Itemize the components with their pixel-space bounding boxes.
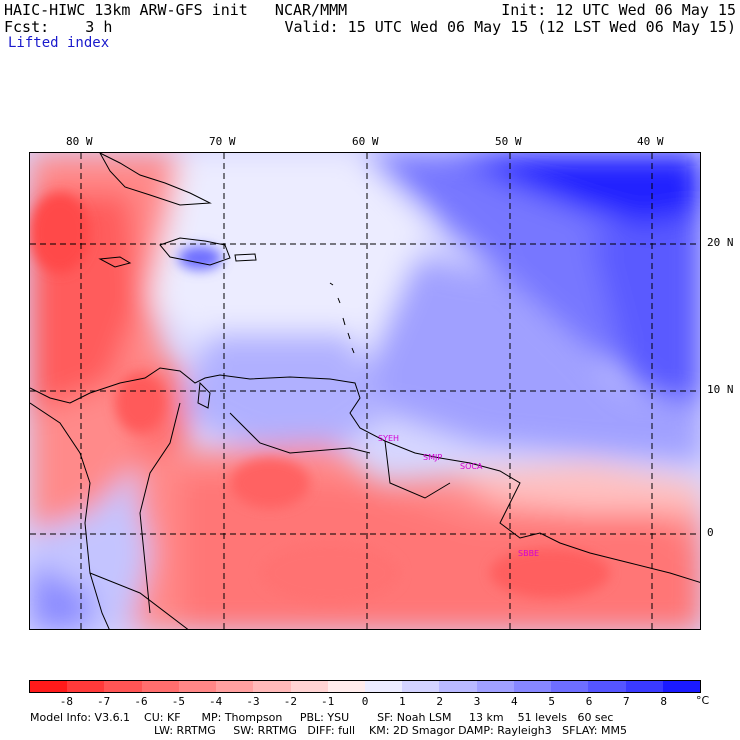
colorbar-tick-label: -6 bbox=[134, 695, 148, 708]
colorbar-segment bbox=[253, 681, 291, 692]
colorbar-tick-label: 4 bbox=[511, 695, 518, 708]
forecast-hour: Fcst: 3 h bbox=[4, 18, 113, 36]
colorbar-tick-label: 7 bbox=[623, 695, 630, 708]
colorbar-tick-label: -2 bbox=[283, 695, 297, 708]
model-info-line2: LW: RRTMG SW: RRTMG DIFF: full KM: 2D Sm… bbox=[154, 724, 627, 737]
colorbar-tick-label: 2 bbox=[436, 695, 443, 708]
map-svg: SYEH SMJP SOCA SBBE bbox=[30, 153, 700, 629]
colorbar-segment bbox=[551, 681, 589, 692]
colorbar bbox=[29, 680, 701, 693]
colorbar-segment bbox=[290, 681, 328, 692]
colorbar-segment bbox=[439, 681, 477, 692]
station-smjp: SMJP bbox=[423, 453, 442, 462]
colorbar-segment bbox=[67, 681, 105, 692]
colorbar-tick-label: 6 bbox=[585, 695, 593, 708]
lon-label-80w: 80 W bbox=[66, 135, 93, 148]
lon-label-70w: 70 W bbox=[209, 135, 236, 148]
lat-label-20n: 20 N bbox=[707, 236, 734, 249]
colorbar-segment bbox=[476, 681, 514, 692]
colorbar-tick-label: 0 bbox=[361, 695, 369, 708]
lifted-index-detail bbox=[30, 193, 610, 603]
colorbar-tick-label: -3 bbox=[246, 695, 260, 708]
colorbar-tick-label: 5 bbox=[548, 695, 555, 708]
colorbar-tick-label: -4 bbox=[209, 695, 223, 708]
lat-label-10n: 10 N bbox=[707, 383, 734, 396]
station-syeh: SYEH bbox=[378, 434, 399, 443]
colorbar-segment bbox=[141, 681, 179, 692]
pacific-coast bbox=[30, 402, 110, 629]
valid-time: Valid: 15 UTC Wed 06 May 15 (12 LST Wed … bbox=[284, 18, 736, 36]
lon-label-50w: 50 W bbox=[495, 135, 522, 148]
colorbar-segment bbox=[104, 681, 142, 692]
model-info-line1: Model Info: V3.6.1 CU: KF MP: Thompson P… bbox=[30, 711, 614, 724]
colorbar-tick-label: 1 bbox=[399, 695, 406, 708]
colorbar-tick-label: -1 bbox=[321, 695, 335, 708]
colorbar-labels: -8 -7 -6 -5 -4 -3 -2 -1 0 1 2 3 4 5 6 7 8 bbox=[0, 696, 740, 708]
colorbar-tick-label: -8 bbox=[59, 695, 73, 708]
lifted-index-map: SYEH SMJP SOCA SBBE bbox=[29, 152, 701, 630]
station-sbbe: SBBE bbox=[518, 549, 539, 558]
lat-label-0: 0 bbox=[707, 526, 714, 539]
colorbar-tick-label: 8 bbox=[660, 695, 667, 708]
colorbar-segment bbox=[662, 681, 700, 692]
south-america-north-coast bbox=[30, 367, 700, 583]
colorbar-segment bbox=[402, 681, 440, 692]
colorbar-tick-label: -5 bbox=[171, 695, 185, 708]
lesser-antilles bbox=[329, 282, 355, 354]
station-soca: SOCA bbox=[460, 462, 483, 471]
puerto-rico-coast bbox=[234, 253, 257, 262]
colorbar-segment bbox=[513, 681, 552, 692]
colorbar-segment bbox=[625, 681, 663, 692]
border-colombia-venezuela bbox=[139, 402, 181, 614]
coastlines bbox=[30, 153, 700, 629]
field-name: Lifted index bbox=[8, 35, 110, 51]
colorbar-segment bbox=[588, 681, 626, 692]
colorbar-segment bbox=[364, 681, 403, 692]
colorbar-segment bbox=[216, 681, 254, 692]
run-title: HAIC-HIWC 13km ARW-GFS init NCAR/MMM bbox=[4, 1, 348, 19]
colorbar-unit: °C bbox=[696, 694, 710, 707]
colorbar-tick-label: -7 bbox=[97, 695, 111, 708]
grid-lines bbox=[30, 153, 700, 629]
cuba-coast bbox=[99, 153, 212, 206]
border-guyanas bbox=[384, 440, 451, 499]
colorbar-segment bbox=[30, 681, 68, 692]
colorbar-tick-label: 3 bbox=[473, 695, 481, 708]
jamaica-coast bbox=[98, 256, 132, 268]
lon-label-60w: 60 W bbox=[352, 135, 379, 148]
colorbar-segment bbox=[178, 681, 217, 692]
colorbar-segment bbox=[327, 681, 365, 692]
init-time: Init: 12 UTC Wed 06 May 15 bbox=[501, 1, 736, 19]
hispaniola-coast bbox=[159, 237, 231, 266]
lon-label-40w: 40 W bbox=[637, 135, 664, 148]
border-andes bbox=[89, 572, 189, 629]
lake-maracaibo bbox=[197, 381, 211, 409]
border-venezuela-brazil bbox=[229, 412, 371, 454]
